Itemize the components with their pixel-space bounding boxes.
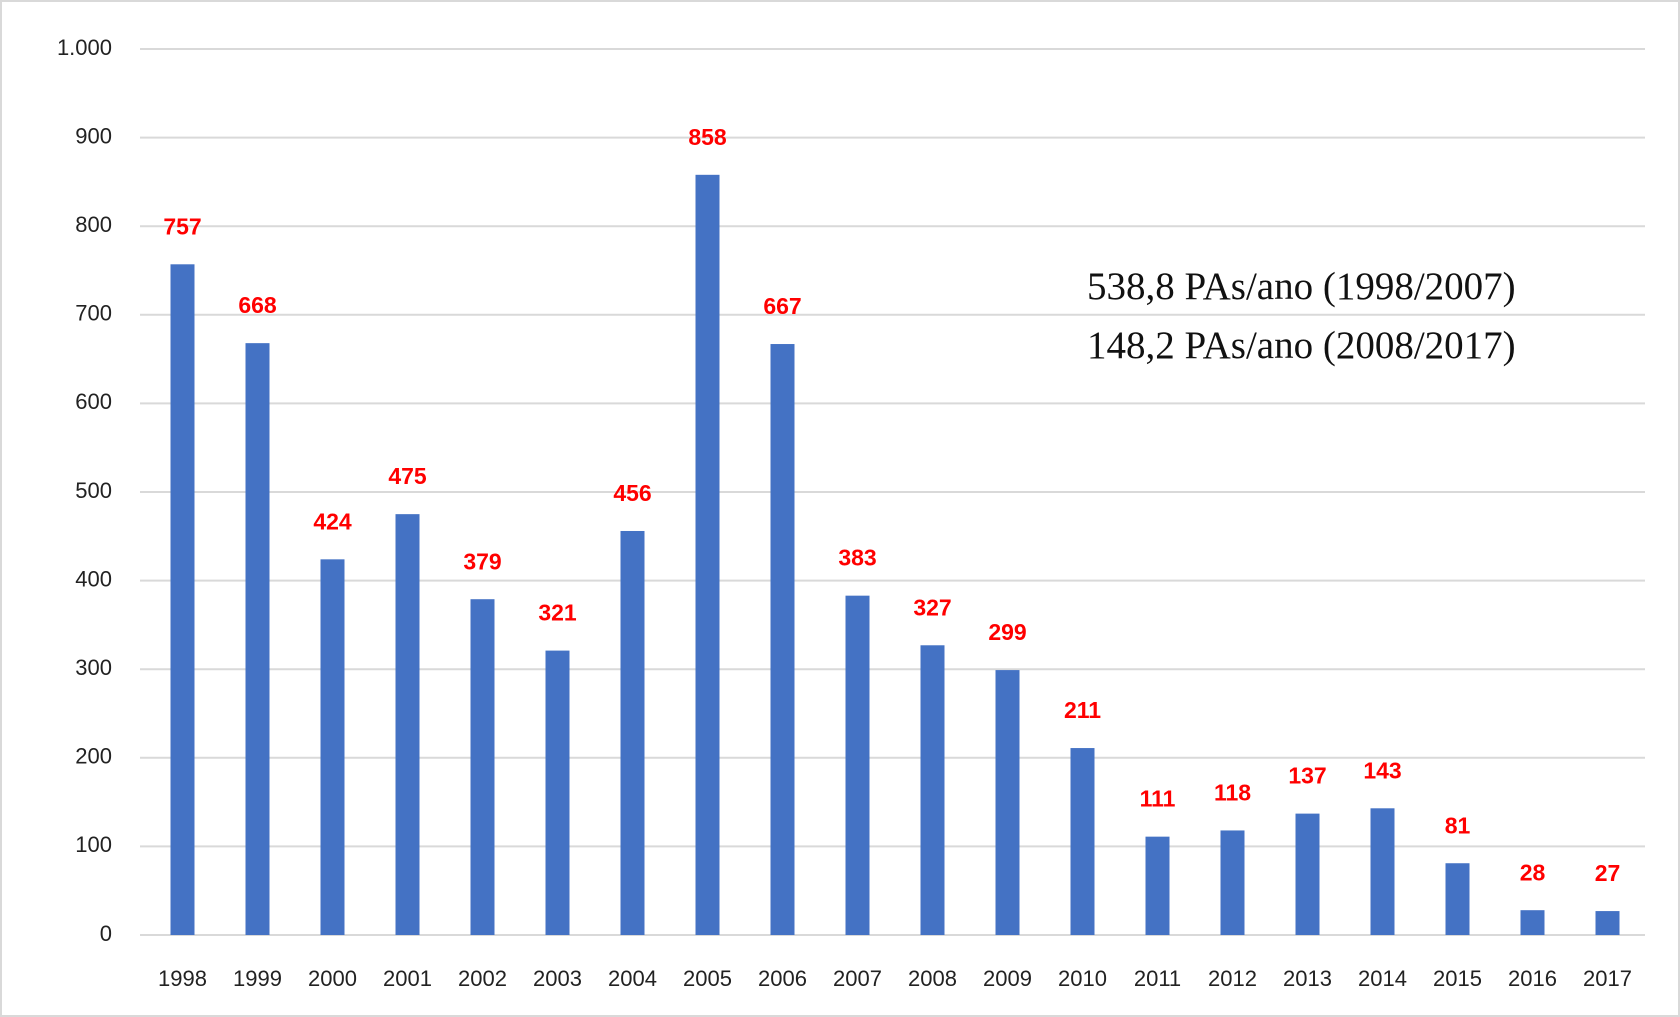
bar xyxy=(1070,748,1095,935)
value-label: 299 xyxy=(988,619,1026,645)
value-label: 211 xyxy=(1064,697,1101,723)
x-tick-label: 2010 xyxy=(1058,966,1107,991)
bar xyxy=(320,559,345,935)
y-tick-label: 600 xyxy=(75,389,112,414)
value-label: 379 xyxy=(463,548,501,574)
value-label: 475 xyxy=(388,463,427,489)
x-tick-label: 2009 xyxy=(983,966,1032,991)
bar xyxy=(995,670,1020,935)
value-label: 137 xyxy=(1288,763,1326,789)
value-label: 28 xyxy=(1520,859,1546,885)
bar xyxy=(770,344,795,936)
x-tick-label: 2013 xyxy=(1283,966,1332,991)
annotation: 148,2 PAs/ano (2008/2017) xyxy=(1087,324,1516,367)
x-tick-label: 2017 xyxy=(1583,966,1632,991)
x-tick-label: 2012 xyxy=(1208,966,1257,991)
value-label: 456 xyxy=(613,480,651,506)
x-tick-label: 2011 xyxy=(1134,966,1181,991)
bar xyxy=(545,650,570,935)
x-tick-label: 2008 xyxy=(908,966,957,991)
bar xyxy=(170,264,195,936)
bar xyxy=(920,645,945,935)
x-tick-label: 2003 xyxy=(533,966,582,991)
value-label: 81 xyxy=(1445,812,1471,838)
bar xyxy=(1520,910,1545,935)
y-tick-label: 500 xyxy=(75,478,112,503)
bar xyxy=(470,599,495,935)
y-tick-label: 0 xyxy=(100,921,112,946)
value-label: 383 xyxy=(838,545,876,571)
value-label: 321 xyxy=(538,600,577,626)
x-tick-label: 2015 xyxy=(1433,966,1482,991)
x-tick-label: 2016 xyxy=(1508,966,1557,991)
value-label: 27 xyxy=(1595,860,1621,886)
y-tick-label: 1.000 xyxy=(57,35,112,60)
x-tick-label: 2005 xyxy=(683,966,732,991)
x-tick-label: 1998 xyxy=(158,966,207,991)
x-tick-label: 2006 xyxy=(758,966,807,991)
x-tick-label: 2007 xyxy=(833,966,882,991)
y-tick-label: 400 xyxy=(75,566,112,591)
value-label: 118 xyxy=(1214,780,1251,806)
x-tick-label: 2002 xyxy=(458,966,507,991)
value-label: 858 xyxy=(688,124,727,150)
bar xyxy=(1370,808,1395,935)
value-label: 757 xyxy=(163,213,201,239)
value-label: 424 xyxy=(313,508,352,534)
x-tick-label: 2001 xyxy=(383,966,432,991)
bar xyxy=(845,595,870,935)
bar xyxy=(1445,863,1470,935)
y-tick-label: 800 xyxy=(75,212,112,237)
value-label: 668 xyxy=(238,292,277,318)
bar xyxy=(1295,813,1320,935)
x-tick-label: 1999 xyxy=(233,966,282,991)
y-tick-label: 100 xyxy=(75,832,112,857)
bar xyxy=(1145,836,1170,935)
bar xyxy=(1220,830,1245,935)
bar xyxy=(620,530,645,935)
x-tick-label: 2014 xyxy=(1358,966,1407,991)
y-tick-label: 300 xyxy=(75,655,112,680)
x-tick-label: 2000 xyxy=(308,966,357,991)
annotation: 538,8 PAs/ano (1998/2007) xyxy=(1087,265,1516,308)
bar xyxy=(245,343,270,936)
value-label: 143 xyxy=(1363,757,1401,783)
bar xyxy=(395,514,420,935)
value-label: 667 xyxy=(763,293,801,319)
value-label: 111 xyxy=(1140,786,1176,812)
value-label: 327 xyxy=(913,594,951,620)
x-tick-label: 2004 xyxy=(608,966,657,991)
y-tick-label: 900 xyxy=(75,123,112,148)
bar xyxy=(695,174,720,935)
y-tick-label: 700 xyxy=(75,301,112,326)
y-tick-label: 200 xyxy=(75,744,112,769)
bar xyxy=(1595,911,1620,935)
